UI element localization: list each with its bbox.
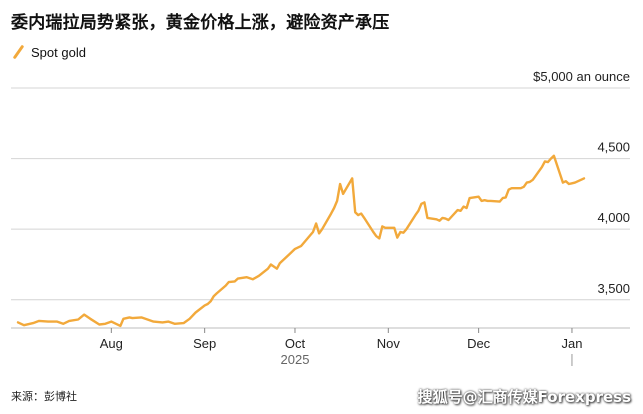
x-tick-label: Oct xyxy=(285,336,306,351)
y-tick-label: 4,500 xyxy=(597,140,630,155)
x-tick-label: Jan xyxy=(561,336,582,351)
watermark: 搜狐号@汇商传媒Forexpress xyxy=(417,388,631,406)
legend: Spot gold xyxy=(11,44,86,60)
x-tick-label: Aug xyxy=(100,336,123,351)
y-tick-label: 3,500 xyxy=(597,281,630,296)
chart-title: 委内瑞拉局势紧张，黄金价格上涨，避险资产承压 xyxy=(11,13,390,33)
x-year-label: 2025 xyxy=(281,352,310,367)
legend-label: Spot gold xyxy=(31,44,86,60)
source-note: 来源：彭博社 xyxy=(11,390,77,403)
x-tick-label: Dec xyxy=(467,336,491,351)
spot-gold-line xyxy=(16,154,586,328)
x-tick-label: Nov xyxy=(377,336,401,351)
y-tick-label: 4,000 xyxy=(597,210,630,225)
x-tick-label: Sep xyxy=(193,336,216,351)
y-tick-label: $5,000 an ounce xyxy=(533,69,630,84)
